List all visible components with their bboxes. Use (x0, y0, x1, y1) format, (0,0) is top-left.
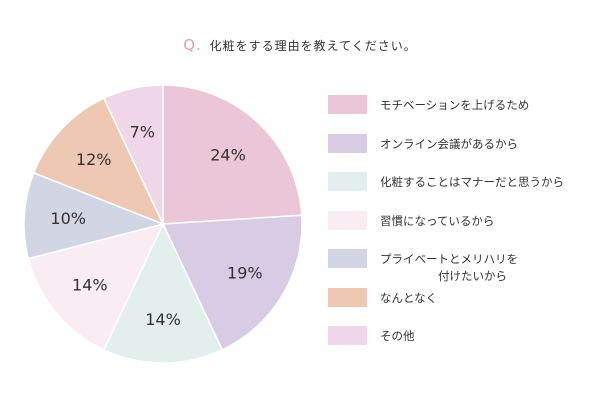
legend-label-3: 化粧することはマナーだと思うから (380, 175, 564, 189)
legend-label-7: その他 (380, 329, 415, 343)
legend-label-6: なんとなく (380, 290, 438, 305)
pie-slice-4 (27, 222, 165, 351)
legend-swatch-1 (328, 95, 367, 114)
legend-label-2: オンライン会議があるから (380, 136, 518, 151)
question-marker: Q. (183, 36, 202, 54)
legend-swatch-6 (328, 287, 367, 307)
slice-label-3: 14% (145, 310, 181, 329)
legend-label-4: 習慣になっているから (380, 213, 495, 228)
slice-label-2: 19% (227, 263, 263, 282)
pie-slice-2 (161, 214, 303, 351)
slice-label-6: 12% (76, 150, 112, 169)
legend-label-5: プライベートとメリハリを 付けたいから (380, 252, 518, 283)
slice-label-7: 7% (130, 122, 155, 141)
pie-slice-5 (23, 171, 166, 260)
pie-slice-3 (102, 222, 224, 364)
slice-label-4: 14% (72, 276, 108, 295)
legend-swatch-5 (328, 249, 367, 268)
chart-title: Q. 化粧をする理由を教えてください。 (0, 36, 600, 54)
pie-slice-6 (32, 97, 165, 226)
pie-slice-1 (162, 84, 303, 225)
question-text: 化粧をする理由を教えてください。 (209, 39, 417, 53)
slice-label-5: 10% (50, 209, 86, 228)
legend-swatch-7 (328, 326, 367, 345)
legend-swatch-2 (328, 133, 367, 153)
legend-label-1: モチベーションを上げるため (380, 98, 530, 112)
slice-label-1: 24% (210, 146, 246, 165)
legend-swatch-4 (328, 210, 367, 230)
pie-slice-7 (102, 84, 164, 225)
legend-swatch-3 (328, 172, 367, 191)
